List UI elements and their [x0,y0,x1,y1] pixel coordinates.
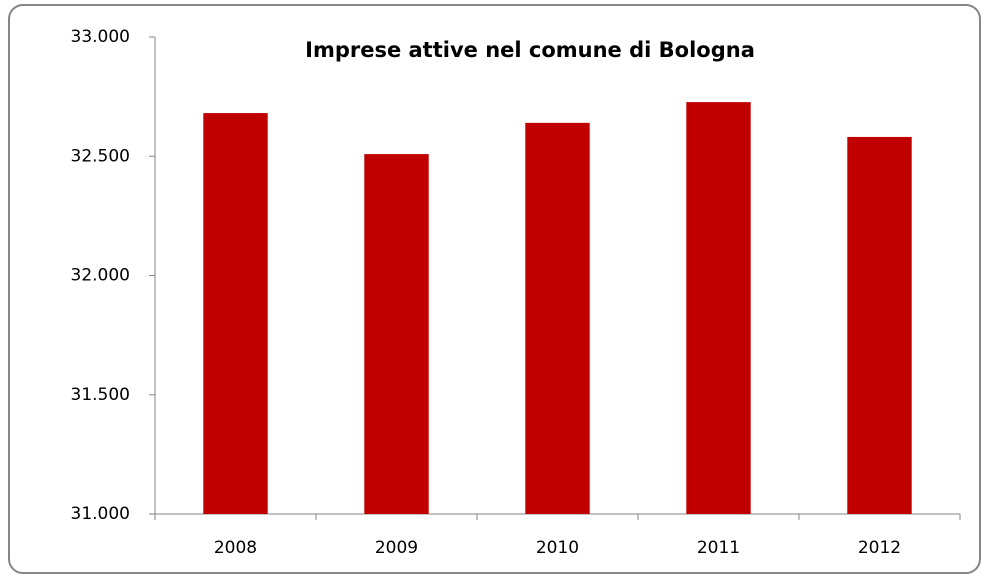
x-tick-label: 2009 [375,538,418,558]
x-tick-label: 2008 [214,538,257,558]
bar [847,136,912,514]
x-tick-label: 2011 [697,538,740,558]
x-tick-label: 2012 [858,538,901,558]
bar [203,113,268,515]
bar [525,122,590,515]
y-tick-label: 33.000 [71,27,130,47]
y-tick-label: 31.500 [71,385,130,405]
x-tick-label: 2010 [536,538,579,558]
y-tick-label: 31.000 [71,504,130,524]
bar [686,102,751,514]
bar [364,154,429,514]
y-tick-label: 32.000 [71,266,130,286]
y-tick-label: 32.500 [71,146,130,166]
chart-title: Imprese attive nel comune di Bologna [305,38,755,62]
